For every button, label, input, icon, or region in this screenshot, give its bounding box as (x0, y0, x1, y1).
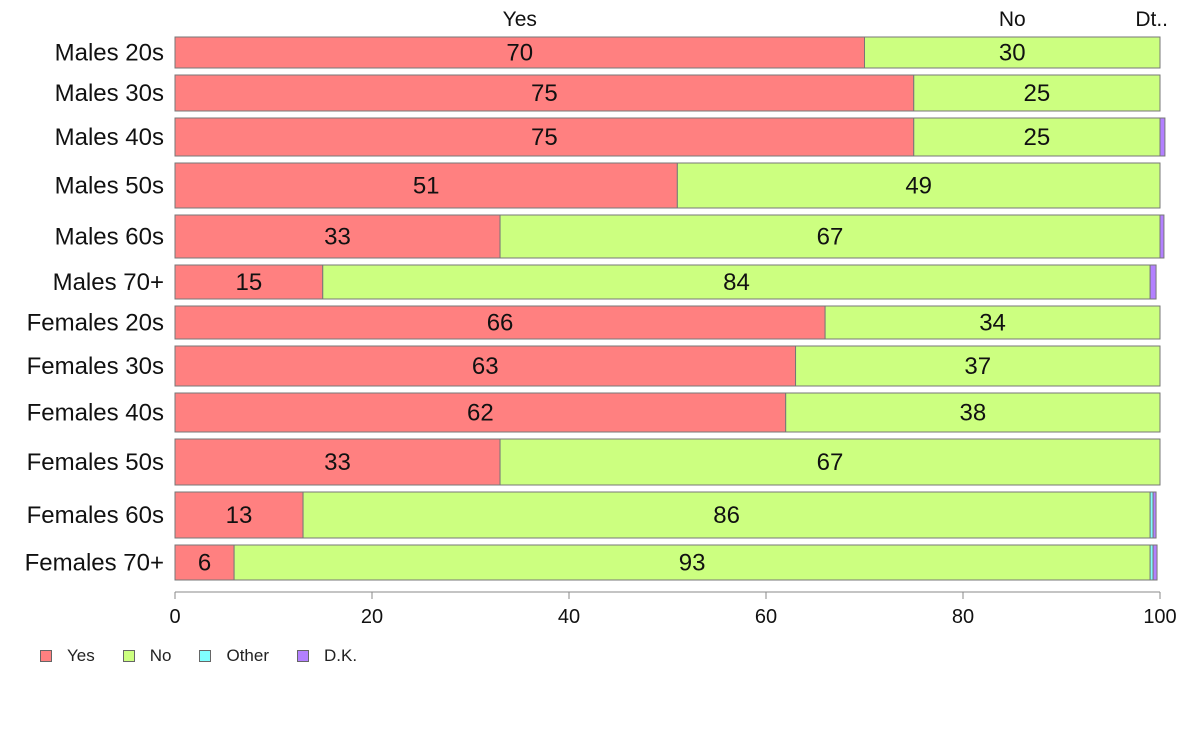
bar-segment (174, 74, 915, 112)
bar-segment (1149, 264, 1157, 300)
x-tick-label: 40 (558, 606, 580, 628)
legend-swatch-other (199, 650, 212, 662)
data-label: 84 (723, 269, 750, 296)
data-label: 75 (531, 124, 558, 151)
category-label: Females 70+ (25, 550, 164, 577)
bar-segment (174, 214, 501, 259)
bar-segment (174, 162, 678, 209)
legend-item-other: Other (199, 646, 269, 666)
bar-segment (785, 392, 1161, 433)
category-label: Males 70+ (53, 269, 164, 296)
bar-segment (1159, 117, 1166, 157)
data-label: 25 (1024, 124, 1051, 151)
data-label: 67 (817, 449, 844, 476)
legend-item-yes: Yes (40, 646, 95, 666)
data-label: 63 (472, 353, 499, 380)
x-tick-label: 80 (952, 606, 974, 628)
bar-segment (174, 36, 865, 69)
legend-label-yes: Yes (67, 646, 95, 665)
category-label: Females 30s (27, 353, 164, 380)
bar-segment (1152, 544, 1158, 581)
top-segment-label: Dt.. (1135, 8, 1168, 31)
data-label: 34 (979, 310, 1006, 337)
legend-label-other: Other (226, 646, 269, 665)
bar-segment (302, 491, 1151, 539)
legend-label-no: No (149, 646, 172, 665)
data-label: 25 (1024, 80, 1051, 107)
category-label: Males 40s (55, 124, 164, 151)
bar-segment (174, 491, 304, 539)
data-label: 70 (506, 40, 533, 67)
legend-swatch-no (122, 650, 135, 662)
bar-segment (174, 305, 826, 340)
category-label: Males 60s (55, 224, 164, 251)
legend-label-dk: D.K. (324, 646, 358, 665)
category-label: Females 20s (27, 310, 164, 337)
x-tick-label: 60 (755, 606, 777, 628)
bar-segment (174, 117, 915, 157)
bar-segment (795, 345, 1161, 387)
data-label: 51 (413, 173, 440, 200)
x-tick-label: 100 (1143, 606, 1176, 628)
bar-segment (499, 214, 1161, 259)
category-label: Females 40s (27, 400, 164, 427)
category-label: Females 60s (27, 502, 164, 529)
bar-segment (174, 438, 501, 486)
bar-segment (913, 74, 1161, 112)
data-label: 75 (531, 80, 558, 107)
x-tick-label: 20 (361, 606, 383, 628)
category-label: Males 30s (55, 80, 164, 107)
legend: Yes No Other D.K. (40, 646, 385, 666)
category-label: Females 50s (27, 449, 164, 476)
legend-item-dk: D.K. (297, 646, 357, 666)
bar-segment (864, 36, 1161, 69)
bar-segment (499, 438, 1161, 486)
bar-segment (322, 264, 1151, 300)
legend-swatch-dk (297, 650, 309, 662)
data-label: 37 (964, 353, 991, 380)
data-label: 13 (226, 502, 253, 529)
data-label: 15 (236, 269, 263, 296)
data-label: 86 (713, 502, 740, 529)
bar-segment (174, 392, 787, 433)
data-label: 67 (817, 224, 844, 251)
bar-segment (824, 305, 1161, 340)
bar-segment (913, 117, 1161, 157)
data-label: 30 (999, 40, 1026, 67)
legend-swatch-yes (40, 650, 52, 662)
data-label: 93 (679, 550, 706, 577)
data-label: 66 (487, 310, 514, 337)
bar-segment (1159, 214, 1165, 259)
bar-segment (233, 544, 1151, 581)
category-label: Males 20s (55, 40, 164, 67)
data-label: 62 (467, 400, 494, 427)
data-label: 6 (198, 550, 211, 577)
top-segment-label: No (999, 8, 1026, 31)
x-tick-label: 0 (169, 606, 180, 628)
data-label: 33 (324, 224, 351, 251)
data-label: 49 (905, 173, 932, 200)
bar-segment (676, 162, 1161, 209)
top-segment-label: Yes (503, 8, 537, 31)
legend-item-no: No (122, 646, 172, 666)
category-label: Males 50s (55, 173, 164, 200)
data-label: 33 (324, 449, 351, 476)
data-label: 38 (959, 400, 986, 427)
bar-segment (1152, 491, 1157, 539)
